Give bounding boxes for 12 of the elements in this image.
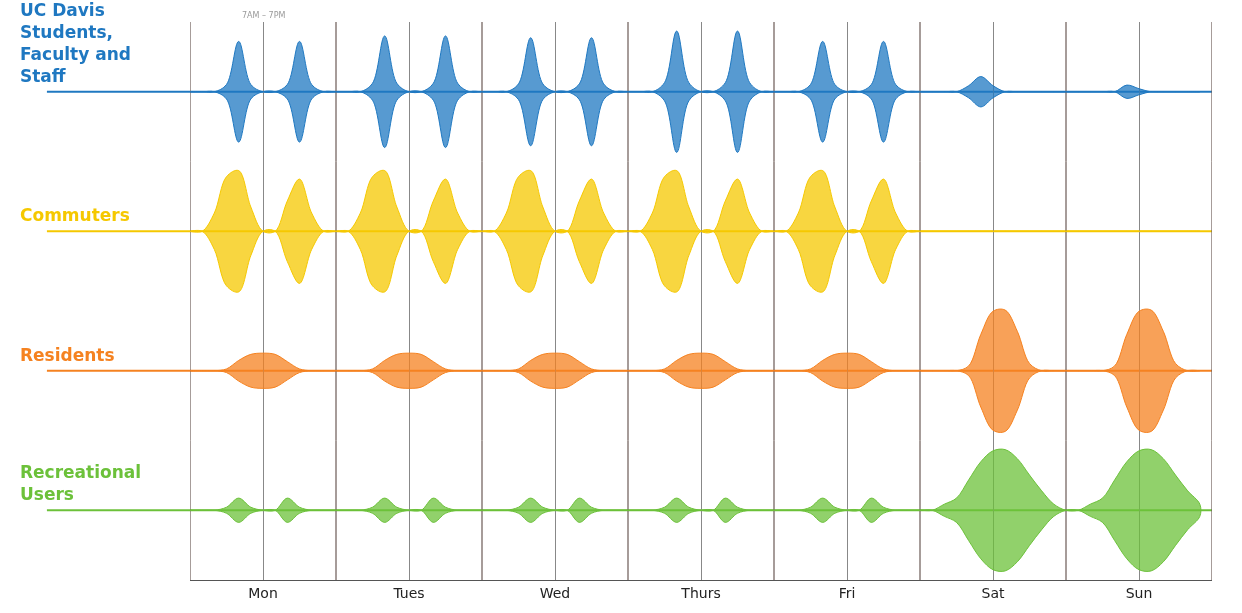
x-tick-label: Tues <box>392 584 425 601</box>
x-tick-label: Mon <box>248 584 278 601</box>
x-tick-label: Sat <box>981 584 1005 601</box>
x-tick-label: Fri <box>838 584 856 601</box>
text: Recreational Users <box>20 462 142 505</box>
text: Residents <box>20 345 115 365</box>
text: Commuters <box>20 205 130 225</box>
x-tick-label: Sun <box>1125 584 1153 601</box>
x-tick-label: Wed <box>539 584 571 601</box>
text: 7AM – 7PM <box>242 11 286 20</box>
text: UC Davis Students, Faculty and Staff <box>20 0 131 87</box>
x-tick-label: Thurs <box>680 584 721 601</box>
